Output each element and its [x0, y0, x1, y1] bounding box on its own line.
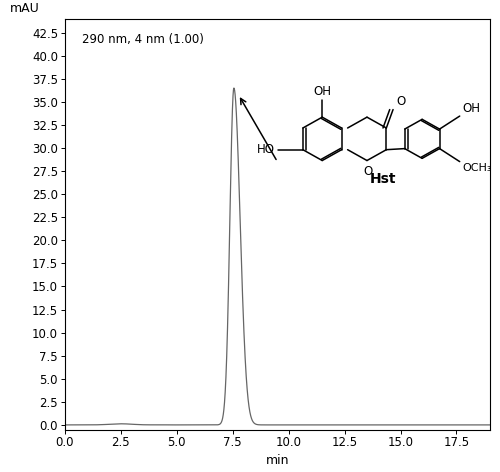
Text: mAU: mAU	[10, 2, 40, 15]
X-axis label: min: min	[266, 454, 289, 467]
Text: OCH₃: OCH₃	[462, 162, 492, 173]
Text: O: O	[364, 165, 372, 178]
Text: 290 nm, 4 nm (1.00): 290 nm, 4 nm (1.00)	[82, 33, 204, 46]
Text: Hst: Hst	[370, 172, 396, 186]
Text: O: O	[396, 95, 406, 108]
Text: OH: OH	[313, 85, 331, 99]
Text: OH: OH	[462, 102, 480, 115]
Text: HO: HO	[257, 143, 275, 156]
